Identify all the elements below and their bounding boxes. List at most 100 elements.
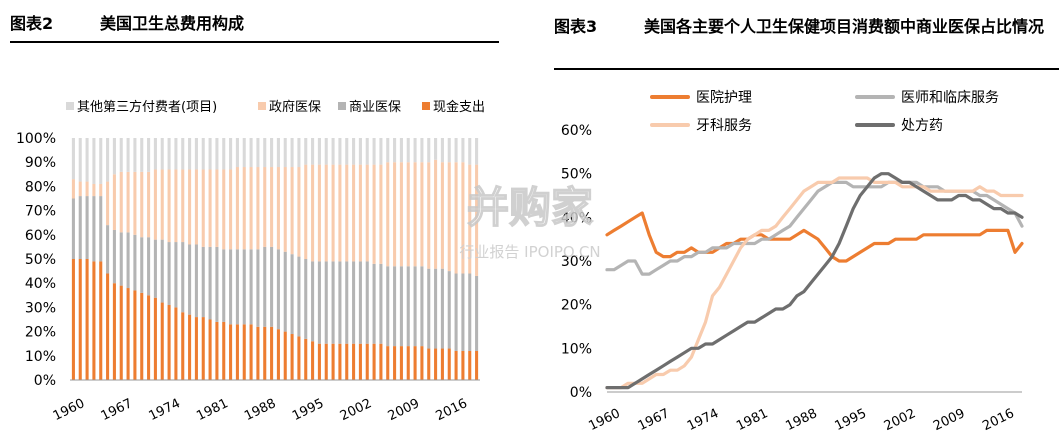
bar-government-insurance — [461, 162, 465, 274]
x-tick-label: 2002 — [338, 396, 374, 424]
y-tick-label: 30% — [561, 254, 592, 270]
y-tick-label: 10% — [25, 349, 56, 365]
panel2-figure-number: 图表3 — [554, 17, 598, 36]
bar-out-of-pocket — [160, 302, 164, 380]
bar-other-third-party — [235, 138, 239, 168]
x-tick-label: 1960 — [586, 406, 622, 434]
legend-label: 处方药 — [901, 118, 943, 134]
series-line — [605, 172, 1024, 390]
bar-other-third-party — [270, 138, 274, 168]
bar-commercial-insurance — [468, 273, 472, 351]
bar-out-of-pocket — [331, 343, 335, 380]
bar-out-of-pocket — [85, 259, 89, 380]
bar-commercial-insurance — [331, 261, 335, 344]
bar-other-third-party — [379, 138, 383, 165]
x-tick-label: 1967 — [99, 396, 135, 424]
bar-out-of-pocket — [147, 295, 151, 380]
x-tick-label: 1974 — [147, 396, 183, 424]
bar-out-of-pocket — [194, 317, 198, 380]
bar-commercial-insurance — [399, 266, 403, 347]
bar-government-insurance — [256, 167, 260, 250]
bar-other-third-party — [454, 138, 458, 163]
bar-government-insurance — [181, 169, 185, 243]
x-tick-label: 1974 — [685, 406, 721, 434]
legend-label: 现金支出 — [433, 99, 485, 115]
bar-commercial-insurance — [317, 261, 321, 344]
bar-out-of-pocket — [201, 317, 205, 380]
bar-commercial-insurance — [413, 266, 417, 347]
bar-other-third-party — [311, 138, 315, 165]
bar-other-third-party — [249, 138, 253, 168]
bar-out-of-pocket — [324, 343, 328, 380]
bar-out-of-pocket — [352, 343, 356, 380]
bar-other-third-party — [358, 138, 362, 165]
bar-commercial-insurance — [283, 251, 287, 332]
bar-other-third-party — [386, 138, 390, 163]
panel1-title-text: 美国卫生总费用构成 — [100, 14, 245, 33]
bar-government-insurance — [126, 171, 130, 233]
bar-government-insurance — [167, 169, 171, 243]
bar-other-third-party — [331, 138, 335, 165]
bar-government-insurance — [311, 164, 315, 262]
y-tick-label: 60% — [561, 123, 592, 139]
bar-other-third-party — [372, 138, 376, 165]
bar-out-of-pocket — [358, 343, 362, 380]
bar-commercial-insurance — [338, 261, 342, 344]
bar-other-third-party — [78, 138, 82, 182]
bar-other-third-party — [181, 138, 185, 170]
bar-out-of-pocket — [92, 261, 96, 380]
bar-other-third-party — [399, 138, 403, 163]
bar-out-of-pocket — [440, 348, 444, 380]
bar-government-insurance — [345, 164, 349, 262]
bar-commercial-insurance — [270, 246, 274, 327]
bar-government-insurance — [242, 167, 246, 250]
bar-out-of-pocket — [345, 343, 349, 380]
bar-government-insurance — [147, 171, 151, 238]
x-tick-label: 1988 — [783, 406, 819, 434]
x-tick-label: 1995 — [833, 406, 869, 434]
bar-out-of-pocket — [406, 346, 410, 380]
y-tick-label: 40% — [561, 210, 592, 226]
stacked-bar-chart: 其他第三方付费者(项目) 政府医保 商业医保 现金支出 0% 10% 20% 30% 40% 50… — [16, 99, 485, 424]
series-line — [605, 211, 1024, 263]
bar-government-insurance — [324, 164, 328, 262]
bar-commercial-insurance — [85, 196, 89, 259]
bar-other-third-party — [406, 138, 410, 163]
panel2-title-rule — [554, 68, 1059, 70]
panel1-figure-number: 图表2 — [10, 14, 54, 33]
bar-out-of-pocket — [249, 324, 253, 380]
bar-out-of-pocket — [215, 321, 219, 380]
bar-government-insurance — [188, 169, 192, 245]
bar-commercial-insurance — [92, 196, 96, 262]
bar-other-third-party — [297, 138, 301, 168]
bar-out-of-pocket — [126, 288, 130, 380]
bar-out-of-pocket — [393, 346, 397, 380]
bar-other-third-party — [112, 138, 116, 175]
bar-commercial-insurance — [263, 246, 267, 327]
bar-commercial-insurance — [160, 239, 164, 303]
bar-other-third-party — [174, 138, 178, 170]
bar-other-third-party — [147, 138, 151, 172]
bar-out-of-pocket — [153, 297, 157, 380]
bar-out-of-pocket — [317, 343, 321, 380]
y-tick-label: 40% — [25, 276, 56, 292]
bar-government-insurance — [99, 183, 103, 197]
bar-other-third-party — [99, 138, 103, 184]
bar-out-of-pocket — [468, 350, 472, 380]
bar-other-third-party — [461, 138, 465, 163]
bar-commercial-insurance — [215, 246, 219, 322]
bar-commercial-insurance — [71, 198, 75, 259]
bar-other-third-party — [468, 138, 472, 165]
bar-other-third-party — [440, 138, 444, 163]
bar-other-third-party — [208, 138, 212, 170]
bar-out-of-pocket — [119, 285, 123, 380]
bar-other-third-party — [92, 138, 96, 184]
bar-out-of-pocket — [434, 348, 438, 380]
bar-commercial-insurance — [147, 237, 151, 296]
y-tick-label: 100% — [16, 131, 56, 147]
y-tick-label: 70% — [25, 204, 56, 220]
x-tick-label: 2009 — [931, 406, 967, 434]
bar-other-third-party — [126, 138, 130, 172]
bar-government-insurance — [71, 179, 75, 199]
bar-commercial-insurance — [304, 259, 308, 339]
